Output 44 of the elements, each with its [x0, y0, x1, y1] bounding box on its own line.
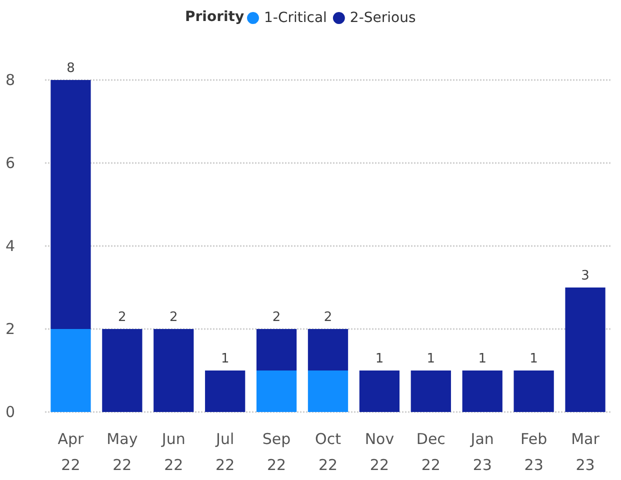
x-tick-label: Sep 22: [262, 430, 291, 474]
total-label: 1: [530, 352, 538, 366]
total-label: 1: [220, 352, 230, 366]
y-tick-label: 8: [5, 71, 15, 89]
x-tick-label: Dec 22: [416, 430, 446, 474]
x-tick-label: Jul 22: [215, 430, 235, 474]
bar: [308, 329, 348, 370]
total-label: 2: [324, 310, 332, 325]
x-tick-label: May 22: [106, 430, 138, 474]
legend-title: Priority: [185, 9, 244, 25]
legend-label: 2-Serious: [350, 10, 416, 26]
x-tick-label: Jun 22: [160, 430, 186, 474]
bar: [565, 288, 606, 412]
x-tick-label: Nov 22: [364, 430, 394, 474]
y-tick-label: 2: [5, 320, 15, 338]
bar: [359, 370, 400, 412]
bar: [205, 370, 246, 412]
total-label: 1: [478, 352, 487, 366]
y-tick-label: 0: [5, 403, 15, 421]
x-tick-label: Mar 23: [571, 430, 600, 474]
bar: [256, 370, 297, 412]
x-tick-label: Jan 23: [470, 430, 494, 474]
bar: [514, 370, 554, 412]
bar: [154, 329, 194, 412]
bar: [256, 329, 297, 370]
total-label: 1: [375, 352, 384, 366]
bar: [462, 370, 502, 412]
y-tick-label: 4: [5, 237, 15, 255]
x-tick-label: Feb 23: [520, 430, 548, 474]
total-label: 1: [426, 352, 436, 366]
bar: [102, 329, 142, 412]
bar: [50, 329, 91, 412]
total-label: 3: [581, 268, 590, 284]
total-label: 2: [118, 310, 126, 325]
legend-label: 1-Critical: [264, 10, 327, 26]
x-tick-label: Oct 22: [315, 430, 342, 474]
total-label: 8: [66, 61, 75, 76]
x-tick-label: Apr 22: [58, 430, 85, 474]
total-label: 2: [169, 310, 178, 325]
y-tick-label: 6: [5, 154, 15, 172]
bar: [410, 370, 451, 412]
total-label: 2: [272, 310, 281, 325]
bar: [50, 80, 91, 329]
bar: [308, 370, 348, 412]
